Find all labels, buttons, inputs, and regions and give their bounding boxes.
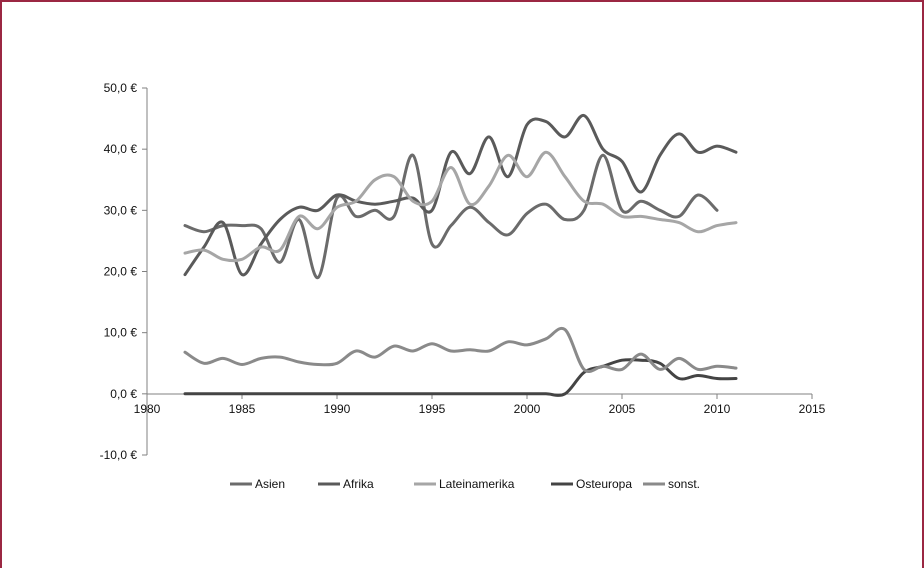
legend: Asien Afrika Lateinamerika Osteuropa sonst. [230, 477, 700, 491]
x-tick-label: 2010 [704, 402, 731, 416]
y-tick-label: 0,0 € [110, 387, 137, 401]
y-axis: -10,0 € 0,0 € 10,0 € 20,0 € 30,0 € 40,0 € 50,0… [100, 81, 148, 462]
legend-label: Osteuropa [576, 477, 632, 491]
legend-label: sonst. [668, 477, 700, 491]
series-line-sonst- [183, 326, 738, 373]
x-tick-label: 2005 [609, 402, 636, 416]
x-tick-label: 1995 [419, 402, 446, 416]
x-tick-label: 1980 [134, 402, 161, 416]
x-tick-label: 1990 [324, 402, 351, 416]
x-tick-label: 2000 [514, 402, 541, 416]
y-tick-label: -10,0 € [100, 448, 138, 462]
legend-label: Lateinamerika [439, 477, 515, 491]
y-tick-label: 20,0 € [104, 265, 138, 279]
x-tick-label: 2015 [799, 402, 826, 416]
legend-item: Afrika [318, 477, 374, 491]
series-line-lateinamerika [183, 150, 738, 263]
legend-item: Asien [230, 477, 285, 491]
legend-label: Afrika [343, 477, 374, 491]
y-tick-label: 30,0 € [104, 203, 138, 217]
legend-item: sonst. [643, 477, 700, 491]
x-tick-label: 1985 [229, 402, 256, 416]
legend-item: Osteuropa [551, 477, 632, 491]
series-line-asien [183, 153, 719, 280]
legend-item: Lateinamerika [414, 477, 515, 491]
x-axis: 1980 1985 1990 1995 2000 2005 2010 2015 [134, 393, 826, 416]
series-lines [183, 114, 738, 397]
legend-label: Asien [255, 477, 285, 491]
y-tick-label: 40,0 € [104, 142, 138, 156]
y-tick-label: 10,0 € [104, 326, 138, 340]
y-tick-label: 50,0 € [104, 81, 138, 95]
series-line-osteuropa [183, 358, 738, 397]
series-line-afrika [183, 114, 738, 277]
